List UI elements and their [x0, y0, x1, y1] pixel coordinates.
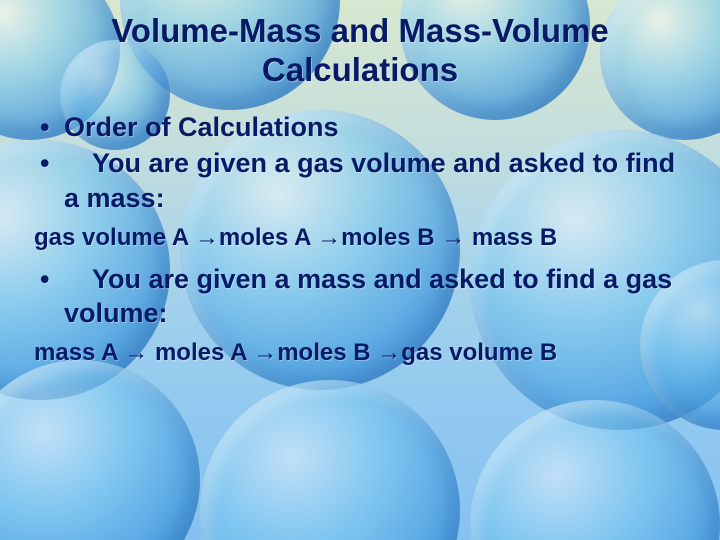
bullet-order: Order of Calculations	[34, 110, 686, 145]
chain-mass-to-vol: mass A → moles A →moles B →gas volume B	[34, 337, 686, 369]
bullet-vol-to-mass-text: You are given a gas volume and asked to …	[64, 148, 675, 213]
bullet-mass-to-vol: You are given a mass and asked to find a…	[34, 262, 686, 331]
slide-title: Volume-Mass and Mass-Volume Calculations	[34, 12, 686, 90]
chain-vol-to-mass: gas volume A →moles A →moles B → mass B	[34, 222, 686, 254]
slide-content: Volume-Mass and Mass-Volume Calculations…	[0, 0, 720, 540]
bullet-mass-to-vol-text: You are given a mass and asked to find a…	[64, 264, 672, 329]
slide: Volume-Mass and Mass-Volume Calculations…	[0, 0, 720, 540]
bullet-list-1: Order of Calculations You are given a ga…	[34, 110, 686, 216]
bullet-vol-to-mass: You are given a gas volume and asked to …	[34, 146, 686, 215]
bullet-list-2: You are given a mass and asked to find a…	[34, 262, 686, 331]
